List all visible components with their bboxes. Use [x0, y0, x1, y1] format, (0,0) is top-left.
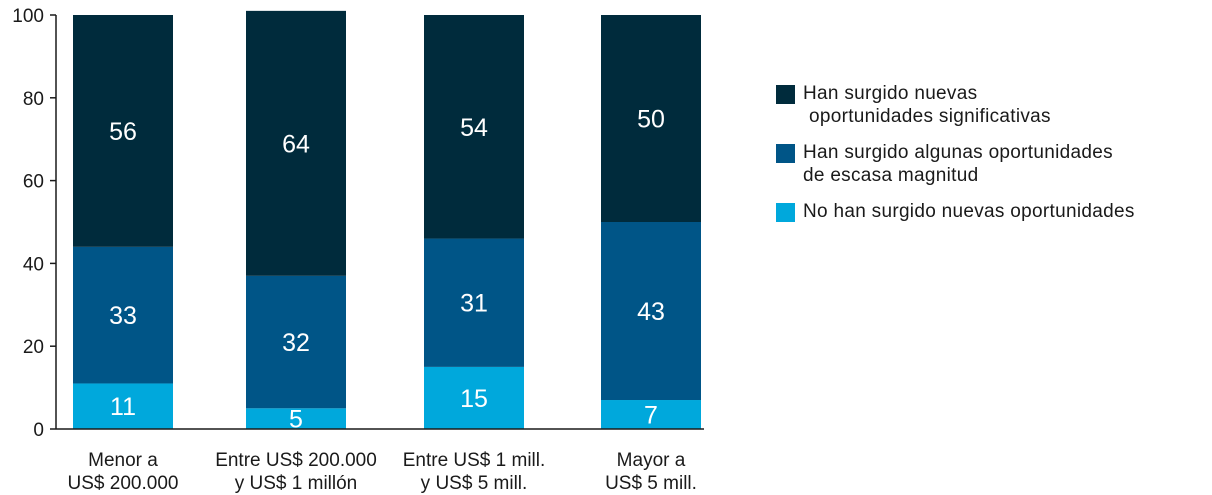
legend-label: No han surgido nuevas oportunidades [803, 201, 1135, 222]
legend-item-significativas: Han surgido nuevas oportunidades signifi… [776, 82, 1206, 128]
data-label: 7 [644, 402, 658, 430]
bar-segment [73, 246, 173, 384]
data-label: 15 [460, 385, 488, 413]
legend-swatch [776, 144, 795, 163]
data-label: 64 [282, 130, 310, 158]
y-tick-label: 20 [23, 337, 44, 358]
data-label: 56 [109, 118, 137, 146]
data-label: 11 [110, 393, 136, 421]
x-tick-label: Entre US$ 1 mill. [403, 450, 546, 471]
data-label: 31 [460, 290, 488, 318]
stacked-bar-chart: 0 20 40 60 80 100 11 33 56 5 32 64 15 31 54 7 43 50 Menor … [12, 6, 704, 494]
x-tick-label: US$ 5 mill. [605, 473, 697, 494]
y-tick-label: 60 [23, 172, 44, 193]
x-tick-label: Entre US$ 200.000 [215, 450, 377, 471]
data-label: 54 [460, 114, 488, 142]
x-tick-label: y US$ 5 mill. [421, 473, 528, 494]
x-tick-label: US$ 200.000 [68, 473, 179, 494]
bar-segment [601, 222, 701, 401]
legend-swatch [776, 85, 795, 104]
legend-item-no-oportunidades: No han surgido nuevas oportunidades [776, 200, 1206, 223]
legend-label: Han surgido algunas oportunidades de esc… [803, 142, 1113, 186]
legend-item-escasa-magnitud: Han surgido algunas oportunidades de esc… [776, 141, 1206, 187]
bar-segment [246, 275, 346, 409]
x-tick-label: Mayor a [617, 450, 686, 471]
bar-segment [601, 400, 701, 429]
legend-label: Han surgido nuevas oportunidades signifi… [803, 83, 1051, 127]
y-tick-label: 0 [33, 420, 44, 441]
y-tick-label: 40 [23, 254, 44, 275]
bar-segment [601, 15, 701, 222]
data-label: 5 [289, 406, 303, 434]
data-label: 32 [282, 329, 310, 357]
bar-segment [73, 383, 173, 429]
data-label: 43 [637, 298, 665, 326]
bar-segment [424, 366, 524, 429]
x-tick-label: y US$ 1 millón [235, 473, 358, 494]
legend-swatch [776, 203, 795, 222]
y-tick-label: 80 [23, 89, 44, 110]
bar-segment [424, 15, 524, 239]
data-label: 50 [637, 106, 665, 134]
bar-segment [246, 408, 346, 429]
bar-segment [246, 10, 346, 276]
bar-segment [73, 15, 173, 247]
y-tick-label: 100 [12, 6, 44, 27]
bar-segment [424, 238, 524, 367]
x-tick-label: Menor a [88, 450, 158, 471]
chart-legend: Han surgido nuevas oportunidades signifi… [776, 82, 1206, 236]
data-label: 33 [109, 302, 137, 330]
